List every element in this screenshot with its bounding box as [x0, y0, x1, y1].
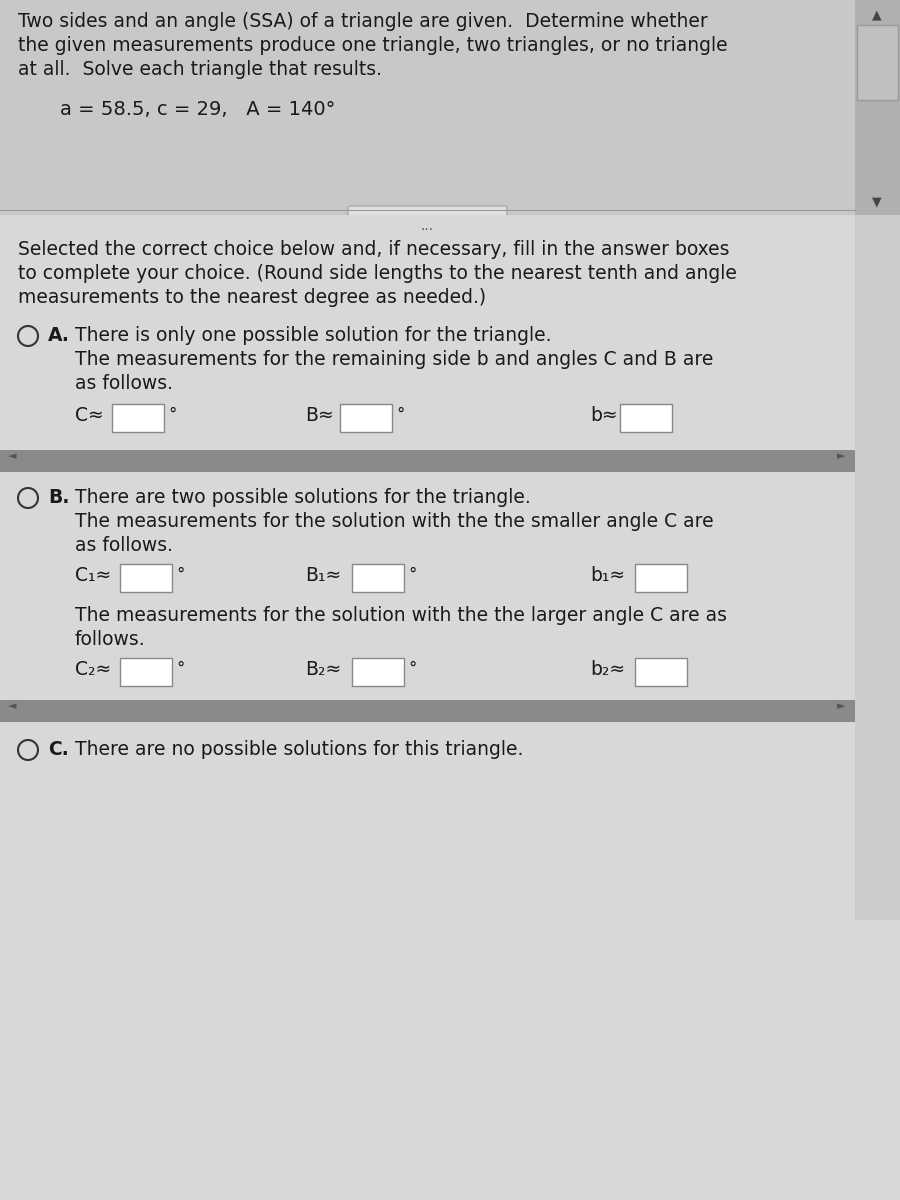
- Text: b₁≈: b₁≈: [590, 566, 625, 584]
- Text: Two sides and an angle (SSA) of a triangle are given.  Determine whether: Two sides and an angle (SSA) of a triang…: [18, 12, 707, 31]
- Text: ►: ►: [836, 701, 845, 710]
- Bar: [120, 658, 172, 686]
- Text: ►: ►: [836, 451, 845, 461]
- Text: The measurements for the remaining side b and angles C and B are: The measurements for the remaining side …: [75, 350, 714, 370]
- Text: ◄: ◄: [8, 701, 16, 710]
- FancyBboxPatch shape: [348, 206, 507, 232]
- Text: ...: ...: [420, 218, 434, 233]
- Bar: [855, 0, 900, 215]
- Text: The measurements for the solution with the the larger angle C are as: The measurements for the solution with t…: [75, 606, 727, 625]
- Text: The measurements for the solution with the the smaller angle C are: The measurements for the solution with t…: [75, 512, 714, 530]
- Text: Selected the correct choice below and, if necessary, fill in the answer boxes: Selected the correct choice below and, i…: [18, 240, 730, 259]
- Text: ▲: ▲: [872, 8, 882, 20]
- Text: ▼: ▼: [872, 194, 882, 208]
- Bar: [0, 700, 855, 722]
- Text: ◄: ◄: [8, 451, 16, 461]
- Bar: [352, 564, 404, 592]
- Text: A.: A.: [48, 326, 70, 346]
- Text: to complete your choice. (Round side lengths to the nearest tenth and angle: to complete your choice. (Round side len…: [18, 264, 737, 283]
- Text: °: °: [408, 566, 417, 584]
- Text: C₁≈: C₁≈: [75, 566, 112, 584]
- Text: °: °: [176, 660, 184, 678]
- Text: There are no possible solutions for this triangle.: There are no possible solutions for this…: [75, 740, 524, 758]
- Text: b₂≈: b₂≈: [590, 660, 625, 679]
- Text: C.: C.: [48, 740, 68, 758]
- Text: b≈: b≈: [590, 406, 617, 425]
- Text: B≈: B≈: [305, 406, 334, 425]
- Text: C≈: C≈: [75, 406, 104, 425]
- Bar: [0, 920, 900, 1200]
- Text: a = 58.5, c = 29,   A = 140°: a = 58.5, c = 29, A = 140°: [60, 100, 336, 119]
- Text: B₂≈: B₂≈: [305, 660, 341, 679]
- Bar: [120, 564, 172, 592]
- Bar: [0, 0, 855, 215]
- Text: °: °: [396, 406, 404, 424]
- Text: B₁≈: B₁≈: [305, 566, 341, 584]
- Text: There are two possible solutions for the triangle.: There are two possible solutions for the…: [75, 488, 531, 506]
- Bar: [620, 404, 672, 432]
- Bar: [112, 404, 164, 432]
- Bar: [635, 564, 687, 592]
- Text: at all.  Solve each triangle that results.: at all. Solve each triangle that results…: [18, 60, 382, 79]
- Text: °: °: [168, 406, 176, 424]
- Text: °: °: [176, 566, 184, 584]
- Text: C₂≈: C₂≈: [75, 660, 112, 679]
- Bar: [0, 450, 855, 472]
- Text: follows.: follows.: [75, 630, 146, 649]
- Text: as follows.: as follows.: [75, 374, 173, 392]
- Text: There is only one possible solution for the triangle.: There is only one possible solution for …: [75, 326, 552, 346]
- Bar: [0, 215, 855, 920]
- Text: °: °: [408, 660, 417, 678]
- Text: the given measurements produce one triangle, two triangles, or no triangle: the given measurements produce one trian…: [18, 36, 727, 55]
- Bar: [635, 658, 687, 686]
- Text: as follows.: as follows.: [75, 536, 173, 554]
- Bar: [340, 404, 392, 432]
- Text: B.: B.: [48, 488, 69, 506]
- Bar: [352, 658, 404, 686]
- Text: measurements to the nearest degree as needed.): measurements to the nearest degree as ne…: [18, 288, 486, 307]
- Bar: [857, 25, 898, 100]
